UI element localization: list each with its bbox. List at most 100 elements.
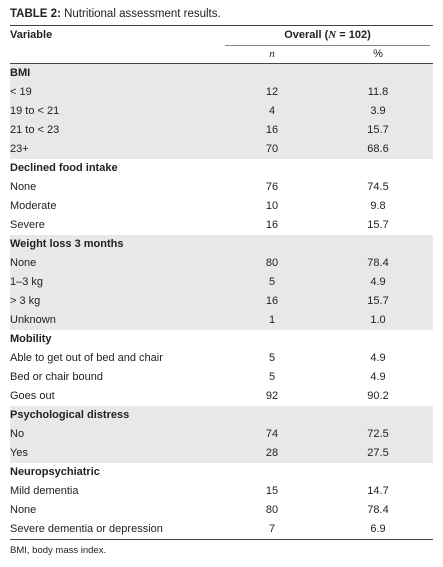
section-title: Declined food intake [10, 162, 118, 174]
percent-cell: 74.5 [367, 181, 389, 193]
section-row: Psychological distress [10, 406, 433, 425]
section-title: BMI [10, 67, 31, 79]
section-row: Mobility [10, 330, 433, 349]
table-body: BMI < 19 12 11.8 19 to < 21 4 3.9 21 to < 23 16 1… [10, 64, 433, 539]
n-cell: 5 [268, 276, 276, 288]
header-text: Overall ( [284, 29, 329, 41]
row-label: None [10, 181, 37, 193]
row-label: Mild dementia [10, 485, 79, 497]
table-row: Able to get out of bed and chair 5 4.9 [10, 349, 433, 368]
percent-cell: 4.9 [370, 352, 386, 364]
table-header: Variable Overall (N = 102) n % [0, 26, 443, 64]
row-label: No [10, 428, 25, 440]
percent-cell: 78.4 [367, 504, 389, 516]
header-n-symbol: N [328, 29, 337, 41]
n-cell: 5 [268, 352, 276, 364]
row-label: Bed or chair bound [10, 371, 103, 383]
row-label: Able to get out of bed and chair [10, 352, 163, 364]
row-label: Yes [10, 447, 28, 459]
table-row: Yes 28 27.5 [10, 444, 433, 463]
percent-cell: 15.7 [367, 219, 389, 231]
row-label: 1–3 kg [10, 276, 44, 288]
percent-cell: 4.9 [370, 371, 386, 383]
rule [10, 539, 433, 540]
table-title: TABLE 2: Nutritional assessment results. [10, 8, 221, 20]
footnote: BMI, body mass index. [10, 545, 107, 556]
table-row: Severe 16 15.7 [10, 216, 433, 235]
n-cell: 10 [265, 200, 279, 212]
n-cell: 92 [265, 390, 279, 402]
n-cell: 4 [268, 105, 276, 117]
n-cell: 74 [265, 428, 279, 440]
section-row: Weight loss 3 months [10, 235, 433, 254]
percent-cell: 11.8 [367, 86, 389, 98]
percent-cell: 9.8 [370, 200, 386, 212]
percent-cell: 72.5 [367, 428, 389, 440]
row-label: None [10, 504, 37, 516]
n-cell: 5 [268, 371, 276, 383]
rule [225, 45, 430, 46]
header-n: n [269, 48, 275, 60]
row-label: > 3 kg [10, 295, 41, 307]
percent-cell: 15.7 [367, 295, 389, 307]
row-label: None [10, 257, 37, 269]
header-variable: Variable [10, 29, 53, 41]
section-row: BMI [10, 64, 433, 83]
percent-cell: 6.9 [370, 523, 386, 535]
percent-cell: 90.2 [367, 390, 389, 402]
percent-cell: 78.4 [367, 257, 389, 269]
table-row: 19 to < 21 4 3.9 [10, 102, 433, 121]
percent-cell: 1.0 [370, 314, 386, 326]
percent-cell: 27.5 [367, 447, 389, 459]
n-cell: 70 [265, 143, 279, 155]
n-cell: 80 [265, 504, 279, 516]
section-row: Declined food intake [10, 159, 433, 178]
table-row: None 80 78.4 [10, 254, 433, 273]
percent-cell: 68.6 [367, 143, 389, 155]
table-row: 23+ 70 68.6 [10, 140, 433, 159]
table-row: Mild dementia 15 14.7 [10, 482, 433, 501]
percent-cell: 15.7 [367, 124, 389, 136]
n-cell: 16 [265, 295, 279, 307]
section-title: Neuropsychiatric [10, 466, 100, 478]
percent-cell: 14.7 [367, 485, 389, 497]
n-cell: 80 [265, 257, 279, 269]
table-row: None 80 78.4 [10, 501, 433, 520]
percent-cell: 4.9 [370, 276, 386, 288]
table-row: > 3 kg 16 15.7 [10, 292, 433, 311]
n-cell: 16 [265, 219, 279, 231]
table-row: Bed or chair bound 5 4.9 [10, 368, 433, 387]
rule [10, 25, 433, 26]
n-cell: 7 [268, 523, 276, 535]
row-label: 21 to < 23 [10, 124, 60, 136]
n-cell: 16 [265, 124, 279, 136]
table-label: TABLE 2: [10, 8, 61, 20]
row-label: Severe dementia or depression [10, 523, 163, 535]
rule [10, 63, 433, 64]
table-row: 1–3 kg 5 4.9 [10, 273, 433, 292]
section-row: Neuropsychiatric [10, 463, 433, 482]
row-label: 19 to < 21 [10, 105, 60, 117]
n-cell: 12 [265, 86, 279, 98]
header-text: = 102) [336, 29, 371, 41]
table-caption: Nutritional assessment results. [64, 8, 221, 20]
n-cell: 76 [265, 181, 279, 193]
table-row: Goes out 92 90.2 [10, 387, 433, 406]
table-row: 21 to < 23 16 15.7 [10, 121, 433, 140]
row-label: Severe [10, 219, 45, 231]
row-label: < 19 [10, 86, 32, 98]
header-overall: Overall (N = 102) [225, 29, 430, 41]
row-label: Moderate [10, 200, 57, 212]
table-row: Moderate 10 9.8 [10, 197, 433, 216]
row-label: Goes out [10, 390, 55, 402]
section-title: Weight loss 3 months [10, 238, 124, 250]
row-label: 23+ [10, 143, 29, 155]
table-row: < 19 12 11.8 [10, 83, 433, 102]
percent-cell: 3.9 [370, 105, 386, 117]
row-label: Unknown [10, 314, 56, 326]
table-row: Severe dementia or depression 7 6.9 [10, 520, 433, 539]
n-cell: 1 [268, 314, 276, 326]
section-title: Mobility [10, 333, 52, 345]
table-row: No 74 72.5 [10, 425, 433, 444]
